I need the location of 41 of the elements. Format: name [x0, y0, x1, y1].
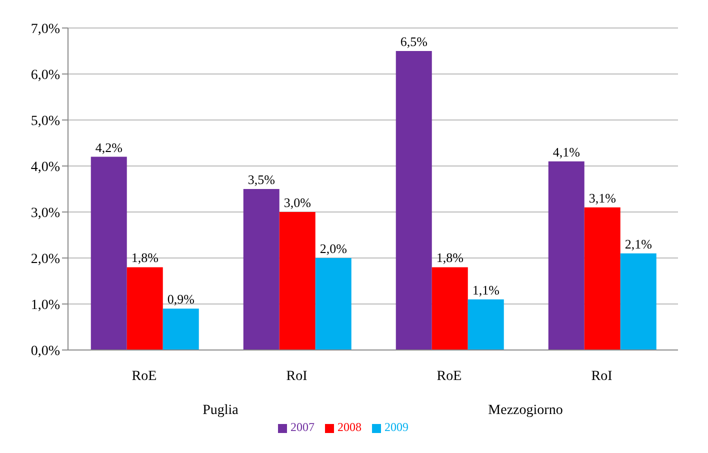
y-tick-label: 5,0% [30, 114, 60, 129]
bar [468, 299, 504, 350]
data-label: 3,1% [588, 190, 616, 206]
y-tick-label: 1,0% [30, 298, 60, 313]
bar [243, 189, 280, 350]
bar [432, 267, 468, 350]
data-label: 1,1% [472, 282, 500, 298]
bar [279, 212, 316, 350]
text: Mezzogiorno [487, 403, 564, 419]
x-tick-label: RoI [591, 368, 613, 384]
y-tick-label: 2,0% [30, 252, 60, 267]
x-tick-label: RoI [286, 368, 308, 384]
bar [162, 308, 199, 350]
text: Puglia [202, 403, 240, 419]
data-label: 2,1% [624, 236, 652, 252]
bar [584, 207, 620, 350]
bar [396, 51, 432, 350]
x-tick-label: RoE [132, 368, 157, 384]
y-tick-label: 4,0% [30, 160, 60, 175]
data-label: 1,8% [436, 250, 464, 266]
y-tick-label: 3,0% [30, 206, 60, 221]
data-label: 4,2% [95, 140, 123, 155]
data-label: 3,0% [284, 195, 312, 210]
x-tick-label: RoE [436, 368, 462, 384]
bar [620, 253, 656, 350]
legend-label: 2007 [290, 420, 314, 434]
bar [548, 161, 584, 350]
data-label: 2,0% [320, 241, 348, 256]
bar [315, 258, 352, 350]
bar [126, 267, 163, 350]
y-tick-label: 0,0% [30, 344, 60, 359]
data-label: 1,8% [131, 250, 159, 266]
legend-label: 2008 [338, 420, 362, 434]
data-label: 4,1% [552, 144, 580, 160]
data-label: 0,9% [167, 292, 195, 307]
data-label: 6,5% [400, 34, 428, 49]
legend-label: 2009 [384, 420, 408, 434]
bar [90, 156, 127, 350]
data-label: 3,5% [248, 172, 276, 187]
y-tick-label: 6,0% [30, 68, 60, 83]
y-tick-label: 7,0% [30, 22, 60, 37]
